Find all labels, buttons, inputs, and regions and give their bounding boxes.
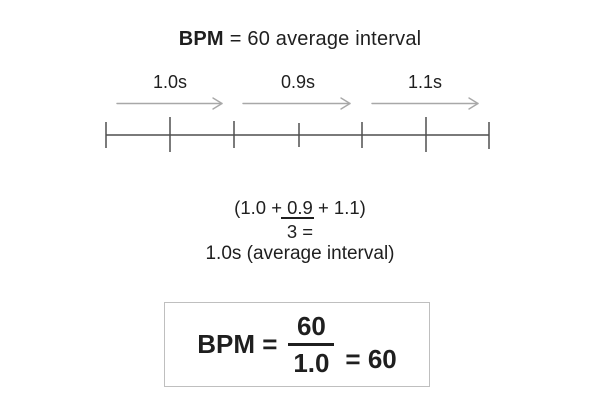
bpm-fraction-bar [288,343,335,346]
interval-label-1: 1.0s [152,72,188,92]
bpm-box-prefix: BPM = [197,329,278,359]
timeline-graphic [105,97,490,152]
interval-arrow-3 [371,97,479,110]
bpm-box-result: = 60 [345,344,397,374]
avg-fraction-bar [281,217,314,219]
avg-formula-denominator: 3 = [286,221,314,242]
interval-label-3: 1.1s [407,72,443,92]
interval-arrow-1 [116,97,223,110]
bpm-fraction: 60 1.0 [288,311,335,378]
bpm-result-box: BPM = 60 1.0 = 60 [164,302,430,387]
title-rest: = 60 average interval [229,28,422,50]
beat-ruler [105,117,490,152]
bpm-fraction-numerator: 60 [296,311,326,341]
bpm-fraction-denominator: 1.0 [293,348,330,378]
avg-formula-result: 1.0s (average interval) [205,243,395,264]
interval-arrow-2 [242,97,351,110]
avg-formula-numerator: (1.0 + 0.9 + 1.1) [234,197,366,218]
interval-label-2: 0.9s [280,72,316,92]
diagram-title: BPM = 60 average interval [0,28,600,51]
title-bpm-term: BPM [178,28,224,50]
